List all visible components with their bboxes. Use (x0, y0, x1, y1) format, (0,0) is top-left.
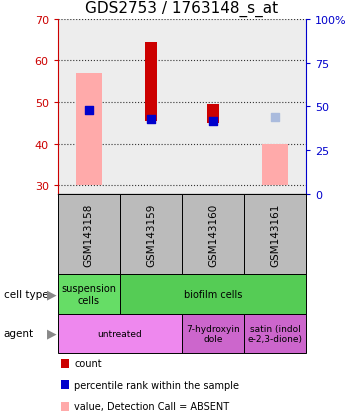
Text: agent: agent (4, 328, 34, 339)
Bar (58, 275, 120, 314)
Bar (182, 314, 244, 353)
Point (272, 114, 278, 121)
Bar (120, 275, 306, 314)
Text: GSM143160: GSM143160 (208, 203, 218, 266)
Text: GSM143161: GSM143161 (270, 203, 280, 266)
Text: suspension
cells: suspension cells (61, 283, 116, 305)
Bar (58, 194, 120, 275)
Bar (244, 314, 306, 353)
Bar (145, 43, 156, 121)
Text: GSM143158: GSM143158 (84, 203, 94, 266)
Bar (120, 20, 182, 194)
Text: untreated: untreated (98, 329, 142, 338)
Bar (244, 20, 306, 194)
Text: count: count (74, 358, 102, 368)
Point (210, 118, 216, 125)
Title: GDS2753 / 1763148_s_at: GDS2753 / 1763148_s_at (85, 1, 279, 17)
Bar (58, 20, 120, 194)
Text: 7-hydroxyin
dole: 7-hydroxyin dole (186, 324, 240, 343)
Bar (244, 194, 306, 275)
Text: ▶: ▶ (47, 327, 57, 340)
Bar (182, 194, 244, 275)
Text: satin (indol
e-2,3-dione): satin (indol e-2,3-dione) (248, 324, 303, 343)
Point (86, 108, 92, 114)
Text: GSM143159: GSM143159 (146, 203, 156, 266)
Text: ▶: ▶ (47, 288, 57, 301)
Bar (262, 144, 288, 186)
Text: cell type: cell type (4, 289, 48, 299)
Text: percentile rank within the sample: percentile rank within the sample (74, 380, 239, 390)
Bar (208, 105, 219, 123)
Bar (120, 194, 182, 275)
Text: biofilm cells: biofilm cells (184, 289, 242, 299)
Bar (58, 314, 182, 353)
Bar (182, 20, 244, 194)
Text: value, Detection Call = ABSENT: value, Detection Call = ABSENT (74, 401, 229, 411)
Point (148, 116, 154, 123)
Bar (76, 74, 102, 186)
